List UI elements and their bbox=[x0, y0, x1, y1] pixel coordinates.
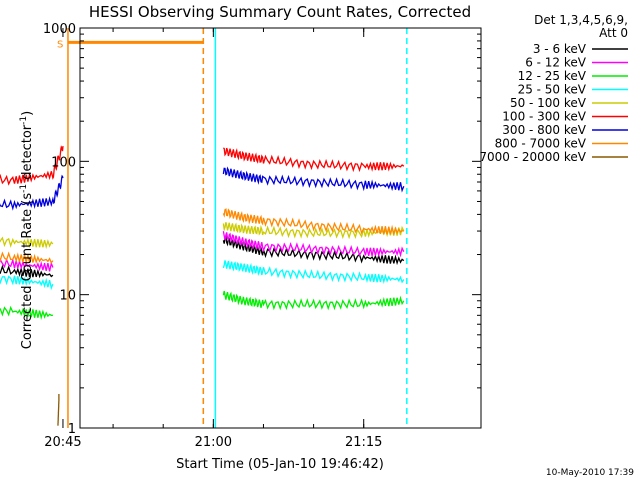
series-line bbox=[0, 174, 64, 211]
legend-entry-label: 300 - 800 keV bbox=[502, 123, 586, 137]
legend-entry-label: 3 - 6 keV bbox=[533, 42, 587, 56]
series-line bbox=[57, 394, 60, 426]
legend-entry-label: 6 - 12 keV bbox=[525, 56, 587, 70]
y-tick-label: 1 bbox=[68, 422, 76, 437]
series-line bbox=[222, 234, 405, 266]
legend-entry-label: 800 - 7000 keV bbox=[495, 137, 587, 151]
legend-entry-label: 50 - 100 keV bbox=[510, 96, 587, 110]
y-axis-label-detector: detector bbox=[20, 124, 35, 184]
y-axis-label-main: Corrected Count Rate (s bbox=[20, 193, 35, 350]
series-line bbox=[222, 260, 405, 285]
y-axis-label-exponent-1: -1 bbox=[19, 184, 29, 193]
x-tick-label: 20:45 bbox=[44, 435, 81, 450]
legend-entry-label: 7000 - 20000 keV bbox=[479, 150, 586, 164]
series-line bbox=[222, 147, 405, 173]
y-tick-label: 10 bbox=[59, 289, 76, 304]
y-tick-label: 1000 bbox=[43, 22, 76, 37]
series-line bbox=[222, 208, 404, 236]
plot-frame bbox=[79, 27, 482, 429]
flag-label: S bbox=[57, 39, 63, 50]
legend-entry-label: 25 - 50 keV bbox=[518, 83, 587, 97]
y-axis-label-exponent-2: -1 bbox=[19, 116, 29, 125]
y-axis-label-close: ) bbox=[20, 111, 35, 116]
series-line bbox=[0, 145, 64, 186]
x-tick-label: 21:00 bbox=[195, 435, 232, 450]
chart-title: HESSI Observing Summary Count Rates, Cor… bbox=[89, 3, 471, 21]
series-line bbox=[222, 166, 405, 193]
x-tick-label: 21:15 bbox=[345, 435, 382, 450]
legend-entry-label: 12 - 25 keV bbox=[518, 69, 587, 83]
legend-header-detectors: Det 1,3,4,5,6,9, bbox=[534, 13, 628, 27]
footer-timestamp: 10-May-2010 17:39 bbox=[546, 468, 634, 478]
x-axis-label: Start Time (05-Jan-10 19:46:42) bbox=[176, 457, 384, 472]
y-tick-label: 100 bbox=[51, 155, 76, 170]
legend-entry-label: 100 - 300 keV bbox=[502, 110, 586, 124]
series-line bbox=[222, 290, 405, 311]
legend-header-attenuator: Att 0 bbox=[599, 26, 628, 40]
y-axis-label: Corrected Count Rate (s-1 detector-1) bbox=[19, 111, 35, 349]
series-line bbox=[222, 230, 405, 258]
